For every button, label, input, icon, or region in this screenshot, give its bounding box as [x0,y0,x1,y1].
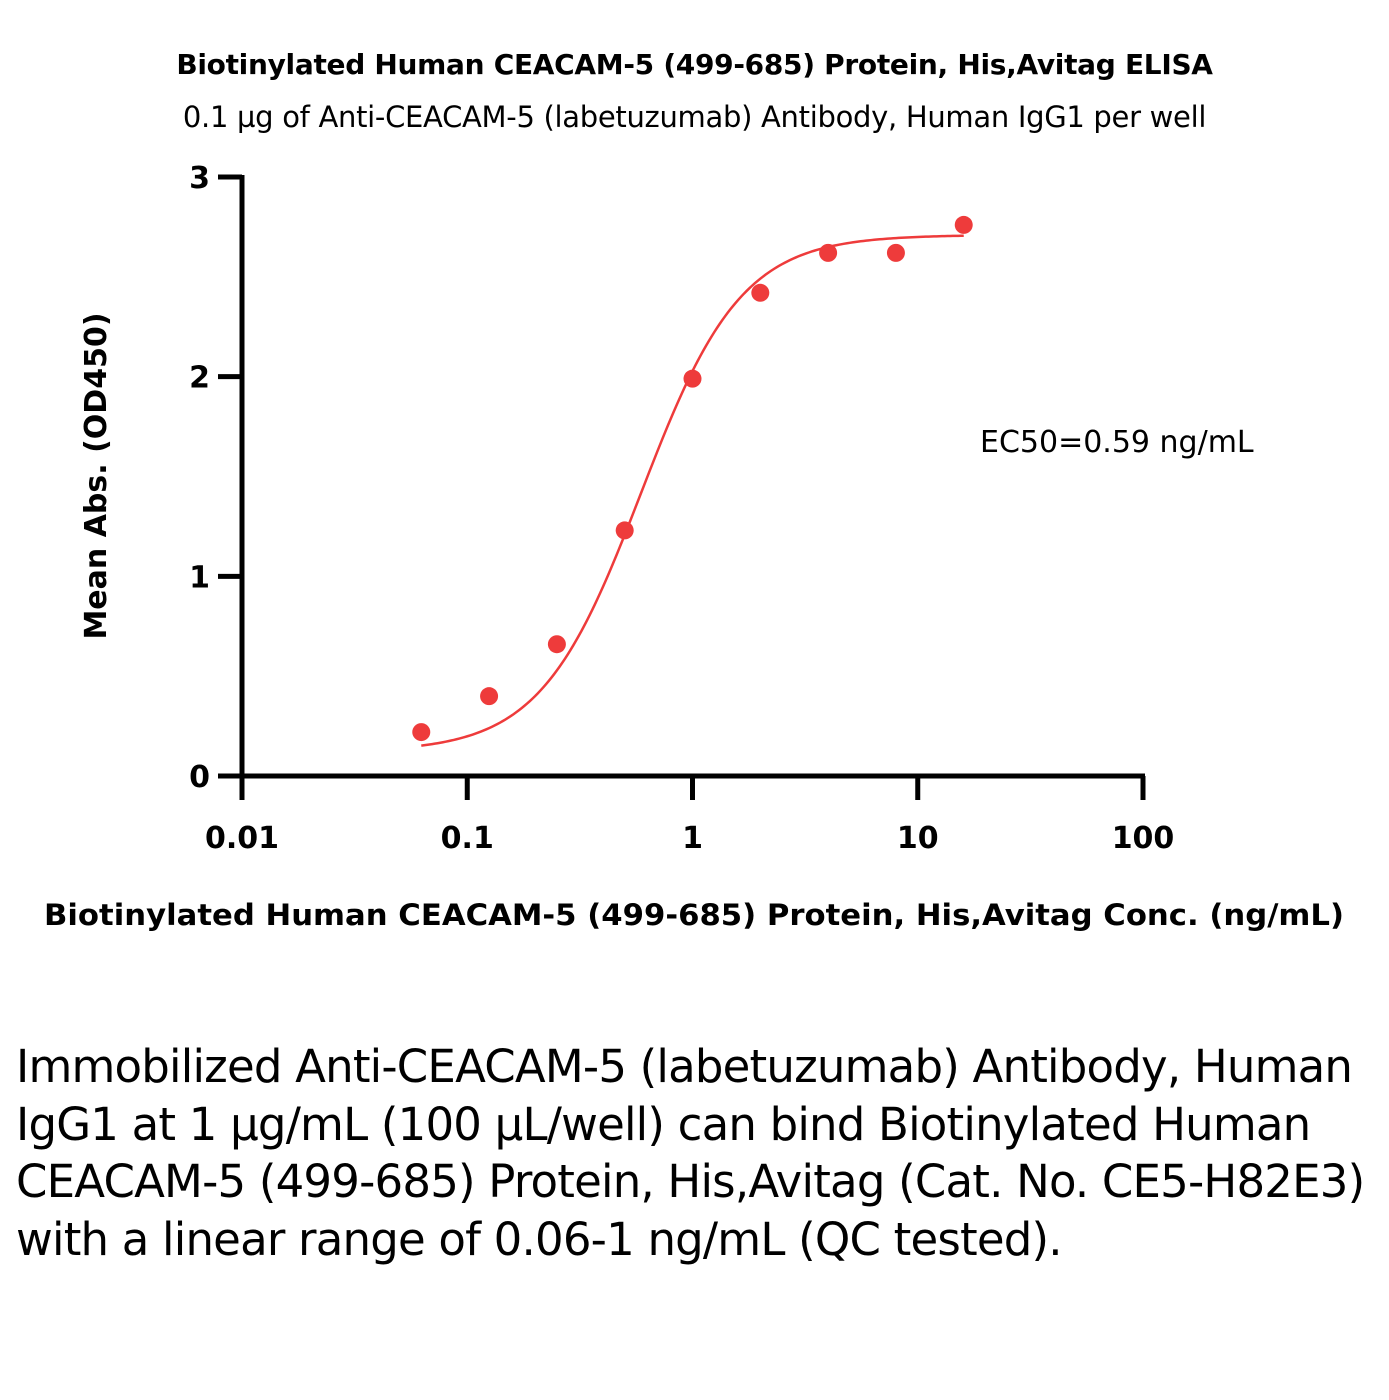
x-tick-label: 100 [1112,821,1175,856]
chart-subtitle: 0.1 µg of Anti-CEACAM-5 (labetuzumab) An… [182,100,1207,134]
data-point [683,369,702,388]
data-point [615,521,634,540]
data-point [412,723,431,742]
ec50-annotation: EC50=0.59 ng/mL [980,425,1254,460]
y-axis-label: Mean Abs. (OD450) [79,312,114,639]
fit-curve [421,234,964,747]
x-axis-label: Biotinylated Human CEACAM-5 (499-685) Pr… [44,898,1344,932]
data-point [751,283,770,302]
x-tick-label: 1 [682,821,703,856]
y-tick-label: 1 [189,560,210,595]
data-point [886,243,905,262]
x-tick-label: 10 [897,821,939,856]
figure-caption: Immobilized Anti-CEACAM-5 (labetuzumab) … [16,1040,1365,1266]
data-point [954,215,973,234]
y-tick-label: 3 [189,161,210,196]
data-point [480,687,499,706]
x-tick-label: 0.1 [441,821,494,856]
y-tick-label: 0 [189,760,210,795]
data-point [819,243,838,262]
x-tick-label: 0.01 [205,821,279,856]
elisa-chart: 0 1 2 3 0.01 0.1 1 10 100 EC50=0.59 ng/mL Mean A… [44,161,1344,932]
chart-title: Biotinylated Human CEACAM-5 (499-685) Pr… [176,48,1213,81]
data-point [547,635,566,654]
y-tick-label: 2 [189,361,210,396]
